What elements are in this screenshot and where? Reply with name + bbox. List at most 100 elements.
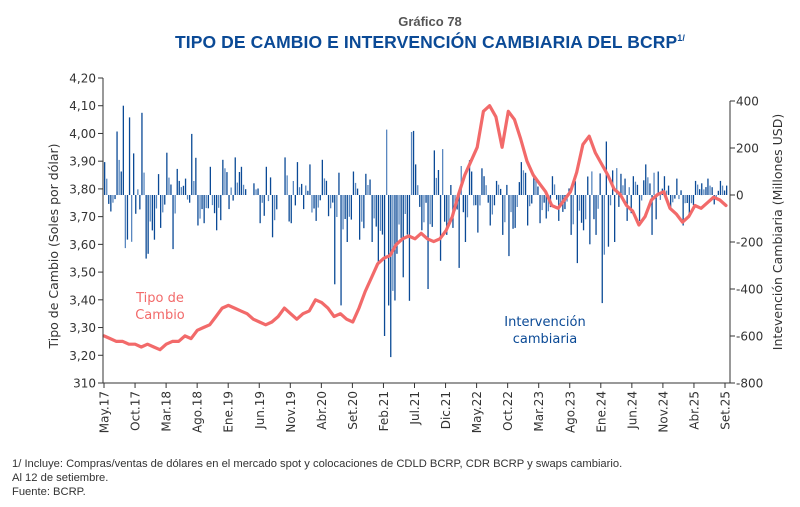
chart-notes: 1/ Incluye: Compras/ventas de dólares en… bbox=[12, 457, 622, 499]
intervention-bar bbox=[245, 189, 247, 195]
intervention-bar bbox=[516, 195, 518, 207]
intervention-bar bbox=[466, 195, 469, 218]
intervention-bar bbox=[518, 182, 520, 195]
intervention-bar bbox=[131, 195, 133, 242]
intervention-bar bbox=[390, 195, 392, 358]
intervention-bar bbox=[354, 182, 357, 195]
intervention-bar bbox=[529, 195, 531, 207]
intervention-bar bbox=[305, 185, 307, 195]
intervention-bar bbox=[622, 185, 624, 195]
intervention-bar bbox=[649, 183, 651, 195]
intervention-bar bbox=[421, 195, 423, 231]
intervention-bar bbox=[203, 195, 205, 224]
intervention-bar bbox=[699, 189, 701, 195]
bar-annotation-1: Intervención bbox=[504, 315, 585, 330]
intervention-bar bbox=[386, 129, 388, 195]
intervention-bar bbox=[601, 195, 603, 304]
intervention-bar bbox=[356, 188, 359, 195]
intervention-bar bbox=[267, 195, 270, 202]
intervention-bar bbox=[715, 195, 717, 198]
intervention-bar bbox=[213, 195, 216, 214]
intervention-bar bbox=[189, 195, 191, 203]
intervention-bar bbox=[647, 177, 649, 195]
intervention-bar bbox=[367, 185, 369, 195]
intervention-bar bbox=[506, 184, 508, 195]
x-tick-label: Mar.23 bbox=[532, 391, 546, 432]
intervention-bar bbox=[512, 195, 514, 229]
x-tick-label: Ago.18 bbox=[191, 391, 205, 433]
intervention-bar bbox=[166, 152, 168, 195]
intervention-bar bbox=[226, 172, 228, 195]
intervention-bar bbox=[222, 159, 224, 196]
x-tick-label: Set.25 bbox=[719, 391, 733, 430]
intervention-bar bbox=[191, 133, 193, 195]
right-axis-ticks: 400 200 0 -200 -400 -600 -800 bbox=[730, 95, 763, 391]
left-tick-label: 4,20 bbox=[69, 72, 96, 86]
intervention-bar bbox=[475, 195, 477, 206]
intervention-bar bbox=[643, 180, 645, 195]
intervention-bar bbox=[218, 195, 220, 208]
left-tick-label: 3,40 bbox=[69, 293, 96, 307]
intervention-bar bbox=[155, 195, 158, 209]
left-tick-label: 3,80 bbox=[69, 182, 96, 196]
intervention-bar bbox=[653, 172, 655, 195]
intervention-bar bbox=[520, 162, 522, 195]
left-tick-label: 4,10 bbox=[69, 99, 96, 113]
right-tick-label: -400 bbox=[736, 283, 763, 297]
x-tick-label: Oct.17 bbox=[129, 391, 143, 431]
intervention-bar bbox=[618, 195, 620, 207]
intervention-bar bbox=[651, 195, 653, 235]
intervention-bar bbox=[582, 195, 585, 231]
date-note: Al 12 de setiembre. bbox=[12, 472, 109, 484]
intervention-bar bbox=[462, 195, 464, 213]
intervention-bar bbox=[124, 195, 126, 249]
intervention-bar bbox=[301, 183, 303, 195]
intervention-bar bbox=[709, 185, 711, 195]
intervention-bar bbox=[406, 195, 408, 235]
intervention-bar bbox=[342, 195, 344, 230]
intervention-bar bbox=[216, 195, 218, 231]
intervention-bar bbox=[415, 164, 417, 195]
intervention-bar bbox=[346, 195, 348, 242]
intervention-bar bbox=[230, 187, 232, 195]
intervention-bar bbox=[641, 195, 643, 201]
intervention-bar bbox=[141, 112, 143, 196]
left-tick-label: 3,50 bbox=[69, 266, 96, 280]
intervention-bar bbox=[153, 195, 156, 240]
left-tick-label: 3,20 bbox=[69, 349, 96, 363]
intervention-bar bbox=[665, 190, 668, 195]
intervention-bar bbox=[514, 195, 516, 228]
intervention-bar bbox=[265, 166, 267, 195]
intervention-bar bbox=[396, 195, 398, 254]
intervention-bar bbox=[705, 187, 707, 195]
left-tick-label: 3,30 bbox=[69, 321, 96, 335]
intervention-bar bbox=[533, 173, 535, 195]
intervention-bar bbox=[296, 162, 299, 195]
intervention-bar bbox=[315, 195, 317, 221]
intervention-bars bbox=[104, 105, 728, 358]
intervention-bar bbox=[473, 195, 475, 206]
intervention-bar bbox=[253, 183, 255, 196]
intervention-bar bbox=[657, 171, 659, 195]
intervention-bar bbox=[458, 195, 460, 268]
intervention-bar bbox=[388, 195, 390, 306]
intervention-bar bbox=[186, 195, 189, 200]
intervention-bar bbox=[547, 195, 549, 212]
intervention-bar bbox=[694, 180, 697, 195]
intervention-bar bbox=[477, 195, 479, 233]
intervention-bar bbox=[276, 195, 278, 210]
intervention-bar bbox=[721, 185, 724, 195]
intervention-bar bbox=[178, 180, 180, 195]
intervention-bar bbox=[375, 195, 377, 227]
intervention-bar bbox=[133, 153, 135, 195]
intervention-bar bbox=[464, 195, 467, 242]
intervention-bar bbox=[655, 195, 657, 220]
intervention-bar bbox=[595, 195, 597, 235]
intervention-bar bbox=[508, 195, 510, 257]
intervention-bar bbox=[502, 195, 504, 235]
intervention-bar bbox=[228, 195, 230, 210]
intervention-bar bbox=[726, 185, 728, 195]
intervention-bar bbox=[570, 195, 572, 235]
intervention-bar bbox=[690, 195, 693, 204]
intervention-bar bbox=[242, 184, 245, 195]
